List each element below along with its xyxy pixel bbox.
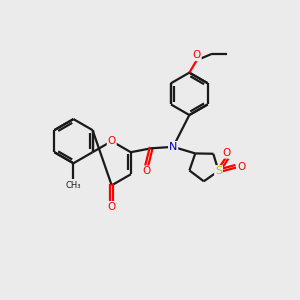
Text: O: O [142,166,151,176]
Text: O: O [223,148,231,158]
Text: O: O [193,50,201,60]
Text: S: S [215,166,222,176]
Text: O: O [237,161,245,172]
Text: CH₃: CH₃ [66,182,81,190]
Text: N: N [169,142,177,152]
Text: O: O [108,202,116,212]
Text: O: O [108,136,116,146]
